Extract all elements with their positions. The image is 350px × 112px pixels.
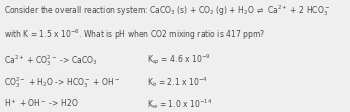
- Text: Ca$^{2+}$ + CO$_3^{2-}$ -> CaCO$_3$: Ca$^{2+}$ + CO$_3^{2-}$ -> CaCO$_3$: [4, 53, 98, 68]
- Text: K$_w$ = 1.0 x 10$^{-14}$: K$_w$ = 1.0 x 10$^{-14}$: [147, 97, 212, 111]
- Text: CO$_3^{2-}$ + H$_2$O -> HCO$_3^-$ + OH$^-$: CO$_3^{2-}$ + H$_2$O -> HCO$_3^-$ + OH$^…: [4, 75, 120, 90]
- Text: K$_b$ = 2.1 x 10$^{-4}$: K$_b$ = 2.1 x 10$^{-4}$: [147, 75, 208, 89]
- Text: H$^+$ + OH$^-$ -> H2O: H$^+$ + OH$^-$ -> H2O: [4, 97, 79, 109]
- Text: K$_{sp}$ = 4.6 x 10$^{-9}$: K$_{sp}$ = 4.6 x 10$^{-9}$: [147, 53, 210, 67]
- Text: Consider the overall reaction system: CaCO$_3$ (s) + CO$_2$ (g) + H$_2$O $\right: Consider the overall reaction system: Ca…: [4, 3, 330, 18]
- Text: with K = 1.5 x 10$^{-6}$. What is pH when CO2 mixing ratio is 417 ppm?: with K = 1.5 x 10$^{-6}$. What is pH whe…: [4, 28, 265, 42]
